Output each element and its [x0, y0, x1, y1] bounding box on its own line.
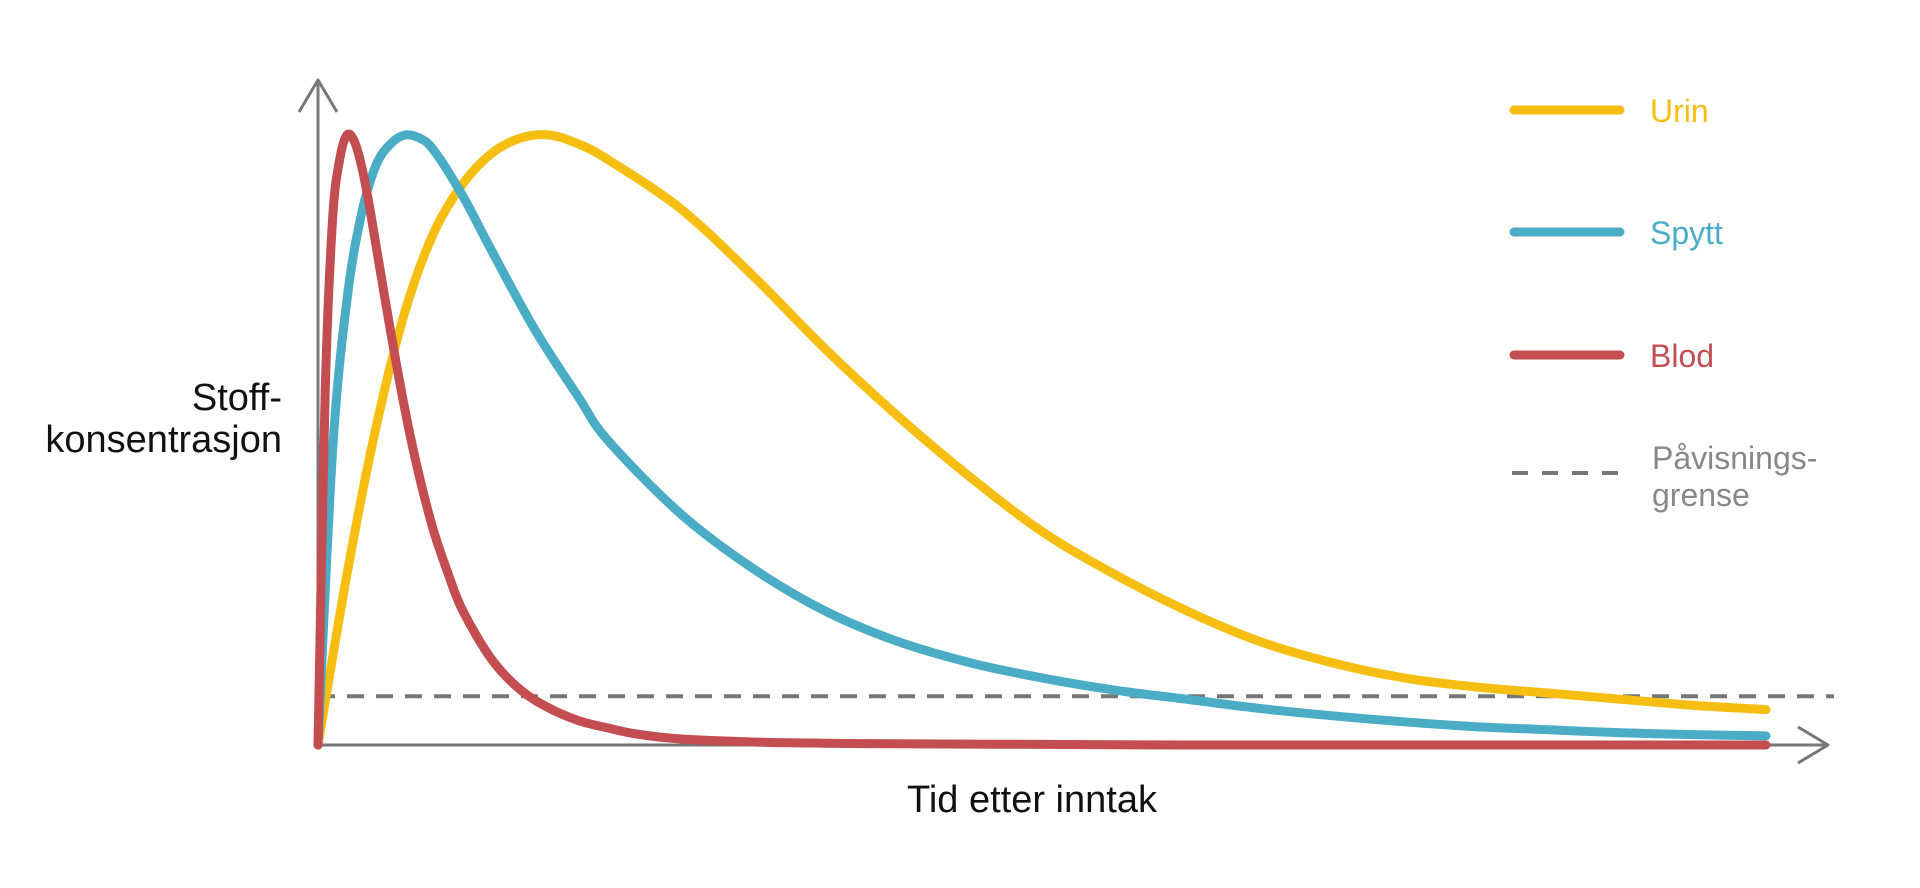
- legend: Urin Spytt Blod Påvisnings-grense: [1509, 93, 1817, 513]
- legend-label-detection-line-2: grense: [1652, 477, 1750, 513]
- axes: [297, 78, 1834, 765]
- series-line-spytt: [313, 130, 1771, 750]
- legend-label-spytt: Spytt: [1650, 215, 1723, 251]
- x-axis-arrow-icon: [1797, 725, 1830, 765]
- legend-label-blod: Blod: [1650, 338, 1714, 374]
- y-axis-label-line-2: konsentrasjon: [45, 419, 282, 461]
- y-axis-label-line-1: Stoff-: [192, 377, 282, 419]
- series-lines: [313, 129, 1771, 750]
- legend-label-detection-line-1: Påvisnings-: [1652, 440, 1817, 476]
- y-axis-arrow-icon: [297, 78, 339, 113]
- series-line-blod: [313, 129, 1771, 750]
- legend-label-urin: Urin: [1650, 93, 1709, 129]
- series-line-urin: [313, 130, 1771, 750]
- x-axis-label: Tid etter inntak: [907, 779, 1158, 821]
